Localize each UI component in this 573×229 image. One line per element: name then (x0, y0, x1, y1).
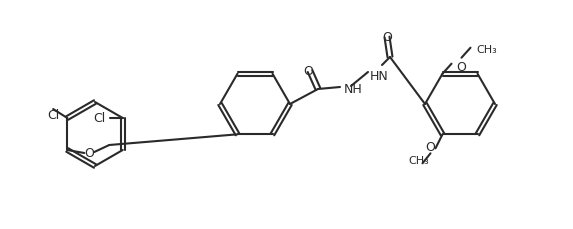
Text: Cl: Cl (47, 109, 59, 121)
Text: CH₃: CH₃ (408, 156, 429, 166)
Text: O: O (303, 65, 313, 78)
Text: O: O (457, 60, 466, 73)
Text: Cl: Cl (93, 112, 105, 125)
Text: O: O (426, 141, 435, 154)
Text: CH₃: CH₃ (477, 44, 497, 55)
Text: O: O (382, 31, 392, 44)
Text: O: O (84, 147, 94, 160)
Text: NH: NH (344, 83, 363, 96)
Text: HN: HN (370, 70, 388, 83)
